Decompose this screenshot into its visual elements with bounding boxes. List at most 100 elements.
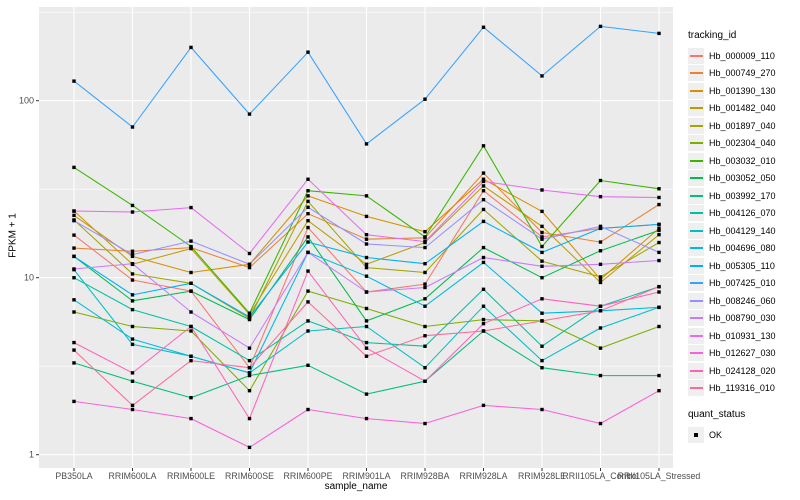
data-point: [481, 304, 486, 308]
data-point: [130, 293, 135, 297]
legend-key-swatch: [688, 345, 704, 362]
line-swatch-icon: [689, 387, 703, 390]
data-point: [72, 218, 76, 223]
data-point: [598, 240, 603, 244]
data-point: [364, 232, 369, 237]
data-point: [364, 194, 369, 198]
data-point: [657, 232, 661, 237]
legend-key-swatch: [688, 222, 704, 239]
data-point: [423, 261, 427, 266]
legend-key-swatch: [688, 170, 704, 187]
x-tick-label: RRIM928BA: [401, 471, 450, 481]
x-tick-label: RRII105LA_Control: [562, 471, 638, 481]
x-tick-label: RRIM600LE: [167, 471, 215, 481]
data-point: [130, 307, 135, 312]
data-point: [72, 165, 76, 170]
x-tick-label: RRIM600LA: [109, 471, 157, 481]
legend-entry-Hb_002304_040: Hb_002304_040: [688, 135, 798, 153]
line-swatch-icon: [689, 229, 703, 232]
data-point: [657, 202, 661, 207]
data-point: [306, 211, 310, 216]
data-point: [72, 276, 76, 280]
data-point: [364, 306, 369, 311]
legend-entry-Hb_012627_030: Hb_012627_030: [688, 345, 798, 363]
data-point: [130, 210, 135, 214]
data-point: [598, 309, 603, 313]
data-point: [189, 45, 193, 50]
square-point-icon: [694, 432, 698, 437]
data-point: [189, 289, 193, 293]
legend-label: Hb_119316_010: [709, 383, 775, 394]
data-point: [306, 300, 310, 304]
data-point: [481, 219, 486, 224]
data-point: [189, 416, 193, 421]
data-point: [481, 197, 486, 202]
data-point: [364, 354, 369, 358]
data-point: [540, 209, 544, 214]
legend-label: Hb_007425_010: [709, 278, 776, 289]
data-point: [130, 371, 135, 375]
data-point: [306, 363, 310, 367]
data-point: [247, 112, 252, 116]
legend-entry-Hb_003052_050: Hb_003052_050: [688, 170, 798, 188]
data-point: [247, 317, 252, 322]
legend-entry-ok: OK: [688, 426, 798, 444]
data-point: [540, 237, 544, 241]
data-point: [130, 407, 135, 412]
legend-label: Hb_003052_050: [709, 173, 776, 184]
data-point: [423, 239, 427, 244]
data-point: [481, 287, 486, 291]
legend-entry-Hb_004696_080: Hb_004696_080: [688, 240, 798, 258]
data-point: [72, 213, 76, 218]
line-swatch-icon: [689, 247, 703, 250]
line-swatch-icon: [689, 159, 703, 162]
data-point: [598, 224, 603, 229]
line-swatch-icon: [689, 264, 703, 267]
data-point: [423, 97, 427, 101]
data-point: [540, 224, 544, 229]
data-point: [481, 144, 486, 148]
data-point: [247, 366, 252, 370]
data-point: [306, 407, 310, 412]
data-point: [306, 269, 310, 273]
data-point: [423, 235, 427, 239]
legend-title-tracking-id: tracking_id: [688, 30, 737, 41]
legend-key-swatch: [688, 187, 704, 204]
legend-entry-Hb_005305_110: Hb_005305_110: [688, 257, 798, 275]
x-tick-label: PB350LA: [55, 471, 92, 481]
data-point: [247, 416, 252, 421]
data-point: [481, 329, 486, 333]
data-point: [306, 240, 310, 244]
data-point: [189, 395, 193, 400]
legend-label: Hb_001482_040: [709, 103, 776, 114]
legend-entry-Hb_007425_010: Hb_007425_010: [688, 275, 798, 293]
legend: tracking_id Hb_000009_110 Hb_000749_270 Hb…: [688, 30, 798, 444]
line-swatch-icon: [689, 282, 703, 285]
data-point: [130, 403, 135, 408]
data-point: [481, 25, 486, 29]
legend-entry-Hb_004129_140: Hb_004129_140: [688, 222, 798, 240]
legend-entry-Hb_008790_030: Hb_008790_030: [688, 310, 798, 328]
data-point: [481, 171, 486, 175]
data-point: [540, 297, 544, 301]
data-point: [657, 388, 661, 393]
data-point: [247, 315, 252, 319]
data-point: [247, 311, 252, 315]
data-point: [364, 340, 369, 345]
data-point: [130, 299, 135, 303]
legend-key-ok: [688, 426, 704, 443]
legend-label-ok: OK: [709, 429, 723, 440]
data-point: [364, 237, 369, 241]
line-swatch-icon: [689, 212, 703, 215]
data-point: [598, 262, 603, 267]
data-point: [189, 358, 193, 363]
data-point: [189, 310, 193, 314]
legend-label: Hb_003032_010: [709, 155, 776, 166]
data-point: [247, 388, 252, 393]
legend-entry-Hb_010931_130: Hb_010931_130: [688, 327, 798, 345]
data-point: [540, 358, 544, 363]
data-point: [364, 265, 369, 270]
data-point: [130, 324, 135, 329]
line-swatch-icon: [689, 177, 703, 180]
data-point: [423, 344, 427, 348]
